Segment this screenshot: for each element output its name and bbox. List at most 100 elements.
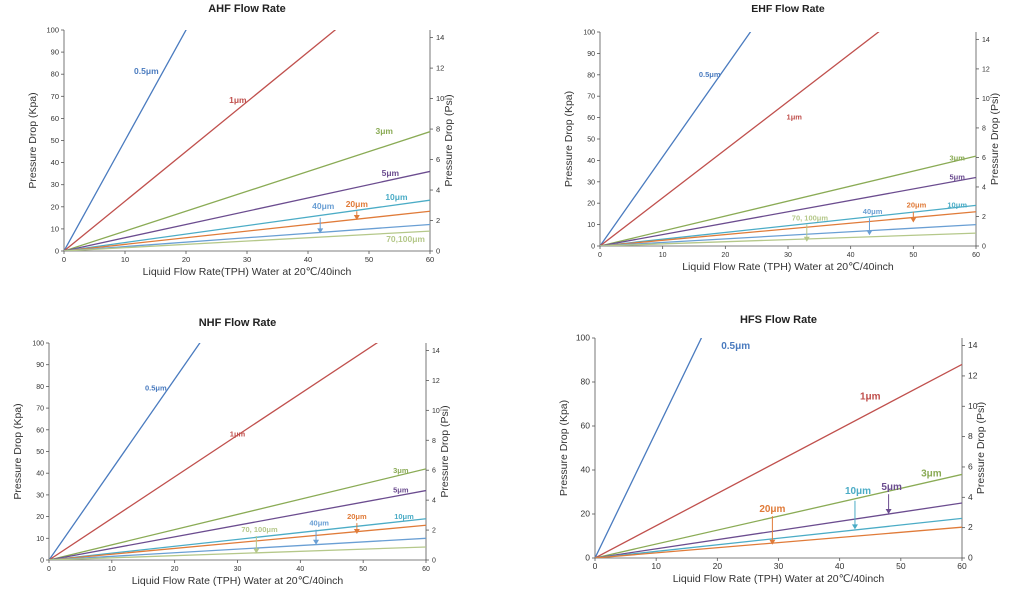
series-label: 5μm bbox=[881, 482, 902, 493]
y2-tick-label: 8 bbox=[432, 438, 436, 445]
y2-tick-label: 4 bbox=[968, 492, 973, 502]
x-tick-label: 20 bbox=[171, 566, 179, 573]
y-tick-label: 80 bbox=[581, 377, 591, 387]
y-tick-label: 90 bbox=[587, 51, 595, 58]
y-tick-label: 100 bbox=[46, 26, 59, 35]
x-tick-label: 20 bbox=[182, 255, 190, 264]
y-tick-label: 100 bbox=[583, 30, 595, 37]
series-line-20um bbox=[64, 210, 430, 251]
series-line-10um bbox=[64, 199, 430, 251]
series-label: 20μm bbox=[759, 504, 785, 515]
chart-1: EHF Flow Rate010203040506070809010002468… bbox=[563, 3, 1001, 273]
y-tick-label: 10 bbox=[587, 222, 595, 229]
x-tick-label: 50 bbox=[896, 561, 906, 571]
series-label: 10μm bbox=[394, 512, 414, 521]
series-label: 3μm bbox=[376, 126, 394, 136]
chart-title: HFS Flow Rate bbox=[740, 314, 817, 326]
y2-tick-label: 8 bbox=[436, 125, 440, 134]
x-tick-label: 30 bbox=[784, 252, 792, 259]
x-tick-label: 10 bbox=[651, 561, 661, 571]
y-tick-label: 0 bbox=[40, 558, 44, 565]
series-line-20um bbox=[595, 526, 962, 558]
y-tick-label: 40 bbox=[36, 471, 44, 478]
y2-tick-label: 6 bbox=[436, 155, 440, 164]
y-tick-label: 100 bbox=[32, 341, 44, 348]
x-tick-label: 20 bbox=[713, 561, 723, 571]
series-line-3um bbox=[595, 473, 962, 558]
series-line-5um bbox=[595, 502, 962, 558]
y2-tick-label: 4 bbox=[982, 184, 986, 191]
y2-tick-label: 14 bbox=[432, 348, 440, 355]
series-line-1um bbox=[600, 32, 880, 246]
chart-0: AHF Flow Rate010203040506070809010002468… bbox=[27, 3, 455, 278]
series-label: 0.5μm bbox=[721, 341, 750, 352]
y-tick-label: 20 bbox=[581, 509, 591, 519]
chart-title: EHF Flow Rate bbox=[751, 3, 825, 15]
arrow-head-icon bbox=[317, 228, 324, 234]
series-label: 5μm bbox=[949, 173, 965, 182]
arrow-head-icon bbox=[353, 215, 360, 221]
series-label: 3μm bbox=[949, 153, 965, 162]
series-line-0_5um bbox=[49, 343, 201, 560]
y-tick-label: 30 bbox=[51, 180, 59, 189]
y-tick-label: 0 bbox=[55, 247, 59, 256]
y-tick-label: 60 bbox=[51, 114, 59, 123]
y2-tick-label: 10 bbox=[432, 408, 440, 415]
x-tick-label: 10 bbox=[659, 252, 667, 259]
y2-tick-label: 12 bbox=[432, 378, 440, 385]
series-label: 40μm bbox=[309, 518, 329, 527]
series-line-40um bbox=[49, 537, 426, 560]
series-line-1um bbox=[595, 363, 962, 558]
arrow-head-icon bbox=[885, 509, 892, 514]
y-tick-label: 0 bbox=[585, 553, 590, 563]
y-tick-label: 70 bbox=[587, 94, 595, 101]
y2-tick-label: 8 bbox=[968, 431, 973, 441]
y-axis-label: Pressure Drop (Kpa) bbox=[12, 403, 24, 499]
series-label: 3μm bbox=[393, 466, 409, 475]
y-tick-label: 30 bbox=[587, 179, 595, 186]
chart-title: NHF Flow Rate bbox=[199, 317, 277, 329]
x-tick-label: 0 bbox=[593, 561, 598, 571]
x-tick-label: 50 bbox=[365, 255, 373, 264]
y2-tick-label: 14 bbox=[968, 340, 978, 350]
y-tick-label: 60 bbox=[36, 427, 44, 434]
y2-tick-label: 10 bbox=[436, 94, 444, 103]
series-line-40um bbox=[600, 223, 976, 246]
y-tick-label: 80 bbox=[587, 72, 595, 79]
x-tick-label: 10 bbox=[121, 255, 129, 264]
x-tick-label: 0 bbox=[47, 566, 51, 573]
x-tick-label: 10 bbox=[108, 566, 116, 573]
series-line-0_5um bbox=[595, 338, 703, 558]
series-label: 20μm bbox=[907, 200, 927, 209]
y-tick-label: 10 bbox=[36, 536, 44, 543]
y2-tick-label: 2 bbox=[982, 214, 986, 221]
x-axis-label: Liquid Flow Rate (TPH) Water at 20℃/40in… bbox=[682, 261, 894, 273]
y2-axis-label: Pressure Drop (Psi) bbox=[989, 93, 1001, 185]
y2-tick-label: 0 bbox=[436, 247, 440, 256]
y-tick-label: 100 bbox=[576, 333, 590, 343]
x-tick-label: 30 bbox=[234, 566, 242, 573]
series-line-3um bbox=[49, 468, 426, 560]
series-line-10um bbox=[595, 517, 962, 558]
series-line-3um bbox=[64, 131, 430, 251]
y2-tick-label: 12 bbox=[968, 370, 978, 380]
series-label: 5μm bbox=[393, 486, 409, 495]
y-tick-label: 40 bbox=[587, 158, 595, 165]
x-axis-label: Liquid Flow Rate(TPH) Water at 20℃/40inc… bbox=[143, 266, 352, 278]
arrow-head-icon bbox=[313, 539, 320, 545]
y-tick-label: 20 bbox=[36, 514, 44, 521]
x-tick-label: 50 bbox=[359, 566, 367, 573]
series-line-1um bbox=[49, 343, 379, 560]
series-line-5um bbox=[49, 489, 426, 560]
series-line-1um bbox=[64, 30, 337, 251]
x-tick-label: 60 bbox=[957, 561, 967, 571]
y-tick-label: 20 bbox=[587, 201, 595, 208]
series-label: 5μm bbox=[382, 168, 400, 178]
y2-tick-label: 6 bbox=[968, 461, 973, 471]
y2-tick-label: 8 bbox=[982, 125, 986, 132]
series-line-20um bbox=[49, 524, 426, 560]
series-line-5um bbox=[64, 170, 430, 251]
y-tick-label: 90 bbox=[36, 362, 44, 369]
series-line-5um bbox=[600, 176, 976, 246]
